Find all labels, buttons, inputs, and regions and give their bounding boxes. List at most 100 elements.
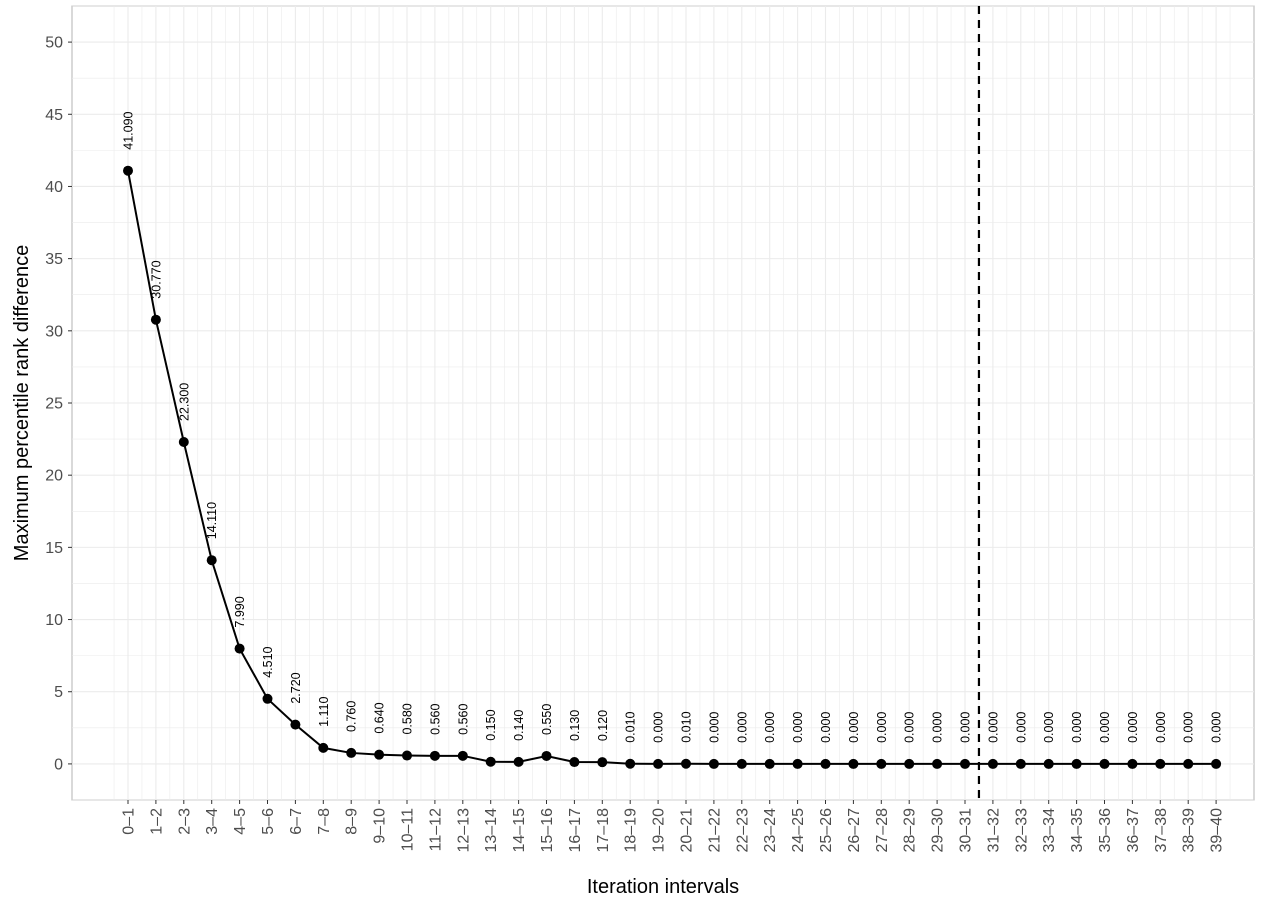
- data-point: [736, 758, 747, 769]
- data-point: [150, 314, 161, 325]
- data-point: [513, 756, 524, 767]
- data-label: 22.300: [177, 383, 191, 421]
- data-point: [374, 749, 385, 760]
- data-point: [1211, 758, 1222, 769]
- x-tick-label: 34–35: [1069, 808, 1086, 853]
- y-tick-label: 25: [45, 396, 63, 413]
- data-point: [764, 758, 775, 769]
- x-tick-label: 37–38: [1153, 808, 1170, 853]
- data-point: [569, 757, 580, 768]
- x-tick-label: 24–25: [790, 808, 807, 853]
- data-point: [234, 643, 245, 654]
- data-point: [960, 758, 970, 769]
- data-label: 14.110: [205, 502, 219, 539]
- data-label: 0.000: [707, 712, 721, 743]
- data-label: 2.720: [289, 672, 303, 703]
- x-tick-label: 17–18: [595, 808, 612, 853]
- y-tick-label: 15: [45, 540, 63, 557]
- data-label: 0.000: [791, 712, 805, 743]
- data-label: 0.000: [931, 712, 945, 743]
- x-tick-label: 18–19: [623, 808, 640, 853]
- x-tick-label: 13–14: [483, 808, 500, 853]
- y-tick-label: 5: [54, 684, 63, 701]
- data-label: 0.000: [1182, 712, 1196, 743]
- data-label: 0.010: [624, 711, 638, 742]
- x-tick-label: 5–6: [260, 808, 277, 835]
- data-label: 0.640: [373, 702, 387, 733]
- x-tick-label: 1–2: [148, 808, 165, 835]
- data-label: 0.150: [484, 709, 498, 740]
- x-tick-label: 15–16: [539, 808, 556, 853]
- data-point: [178, 436, 189, 447]
- data-point: [541, 750, 552, 761]
- data-label: 4.510: [261, 646, 275, 677]
- x-tick-label: 0–1: [121, 808, 138, 835]
- y-tick-label: 30: [45, 323, 63, 340]
- data-point: [876, 758, 887, 769]
- data-label: 0.580: [401, 703, 415, 734]
- data-label: 0.000: [1070, 712, 1084, 743]
- x-tick-label: 28–29: [902, 808, 919, 853]
- data-point: [123, 165, 133, 176]
- data-label: 30.770: [149, 260, 163, 298]
- data-point: [346, 747, 357, 758]
- data-point: [597, 757, 608, 768]
- data-point: [708, 758, 719, 769]
- data-label: 0.760: [345, 701, 359, 732]
- data-point: [653, 758, 664, 769]
- x-tick-label: 14–15: [511, 808, 528, 853]
- data-point: [290, 719, 301, 730]
- data-label: 0.560: [456, 703, 470, 734]
- x-tick-label: 8–9: [344, 808, 361, 835]
- x-tick-label: 16–17: [567, 808, 584, 853]
- data-label: 0.000: [1154, 712, 1168, 743]
- data-label: 0.010: [680, 711, 694, 742]
- data-point: [485, 756, 496, 767]
- data-labels: 41.090 30.770 22.300 14.110 7.990 4.510 2.720 1…: [122, 111, 1224, 742]
- data-label: 0.560: [428, 703, 442, 734]
- x-tick-label: 36–37: [1125, 808, 1142, 853]
- x-tick-label: 26–27: [846, 808, 863, 853]
- x-tick-label: 11–12: [427, 808, 444, 851]
- y-tick-label: 40: [45, 179, 63, 196]
- x-tick-label: 25–26: [818, 808, 835, 853]
- x-tick-label: 12–13: [455, 808, 472, 853]
- data-label: 7.990: [233, 596, 247, 627]
- x-tick-label: 29–30: [930, 808, 947, 853]
- data-point: [904, 758, 915, 769]
- data-point: [1155, 758, 1166, 769]
- x-tick-label: 3–4: [204, 808, 221, 835]
- data-label: 41.090: [122, 111, 136, 149]
- data-point: [1071, 758, 1082, 769]
- data-point: [262, 693, 273, 704]
- data-point: [429, 750, 440, 761]
- x-tick-label: 32–33: [1013, 808, 1030, 853]
- x-tick-label: 30–31: [958, 808, 975, 853]
- y-tick-label: 10: [45, 612, 63, 629]
- data-point: [1099, 758, 1110, 769]
- x-tick-label: 20–21: [679, 808, 696, 853]
- data-point: [457, 750, 468, 761]
- y-axis-title: Maximum percentile rank difference: [11, 245, 33, 561]
- data-points: [123, 165, 1222, 769]
- x-tick-label: 10–11: [400, 808, 417, 851]
- data-label: 0.000: [847, 712, 861, 743]
- x-tick-label: 23–24: [762, 808, 779, 853]
- data-point: [792, 758, 803, 769]
- data-label: 0.000: [763, 712, 777, 743]
- data-point: [402, 750, 412, 761]
- data-label: 0.000: [652, 712, 666, 743]
- data-label: 1.110: [317, 696, 331, 726]
- data-point: [1127, 758, 1138, 769]
- data-label: 0.550: [540, 704, 554, 735]
- data-label: 0.000: [735, 712, 749, 743]
- data-label: 0.000: [903, 712, 917, 743]
- x-ticks: 0–1 1–2 2–3 3–4 4–5 5–6 6–7 7–8 8–9 9–10 10–11 11–1…: [121, 800, 1226, 853]
- x-tick-label: 19–20: [651, 808, 668, 853]
- x-tick-label: 7–8: [316, 808, 333, 835]
- data-label: 0.130: [568, 710, 582, 741]
- x-tick-label: 9–10: [372, 808, 389, 844]
- data-label: 0.000: [875, 712, 889, 743]
- y-ticks: 0 5 10 15 20 25 30 35 40 45 50: [45, 35, 72, 773]
